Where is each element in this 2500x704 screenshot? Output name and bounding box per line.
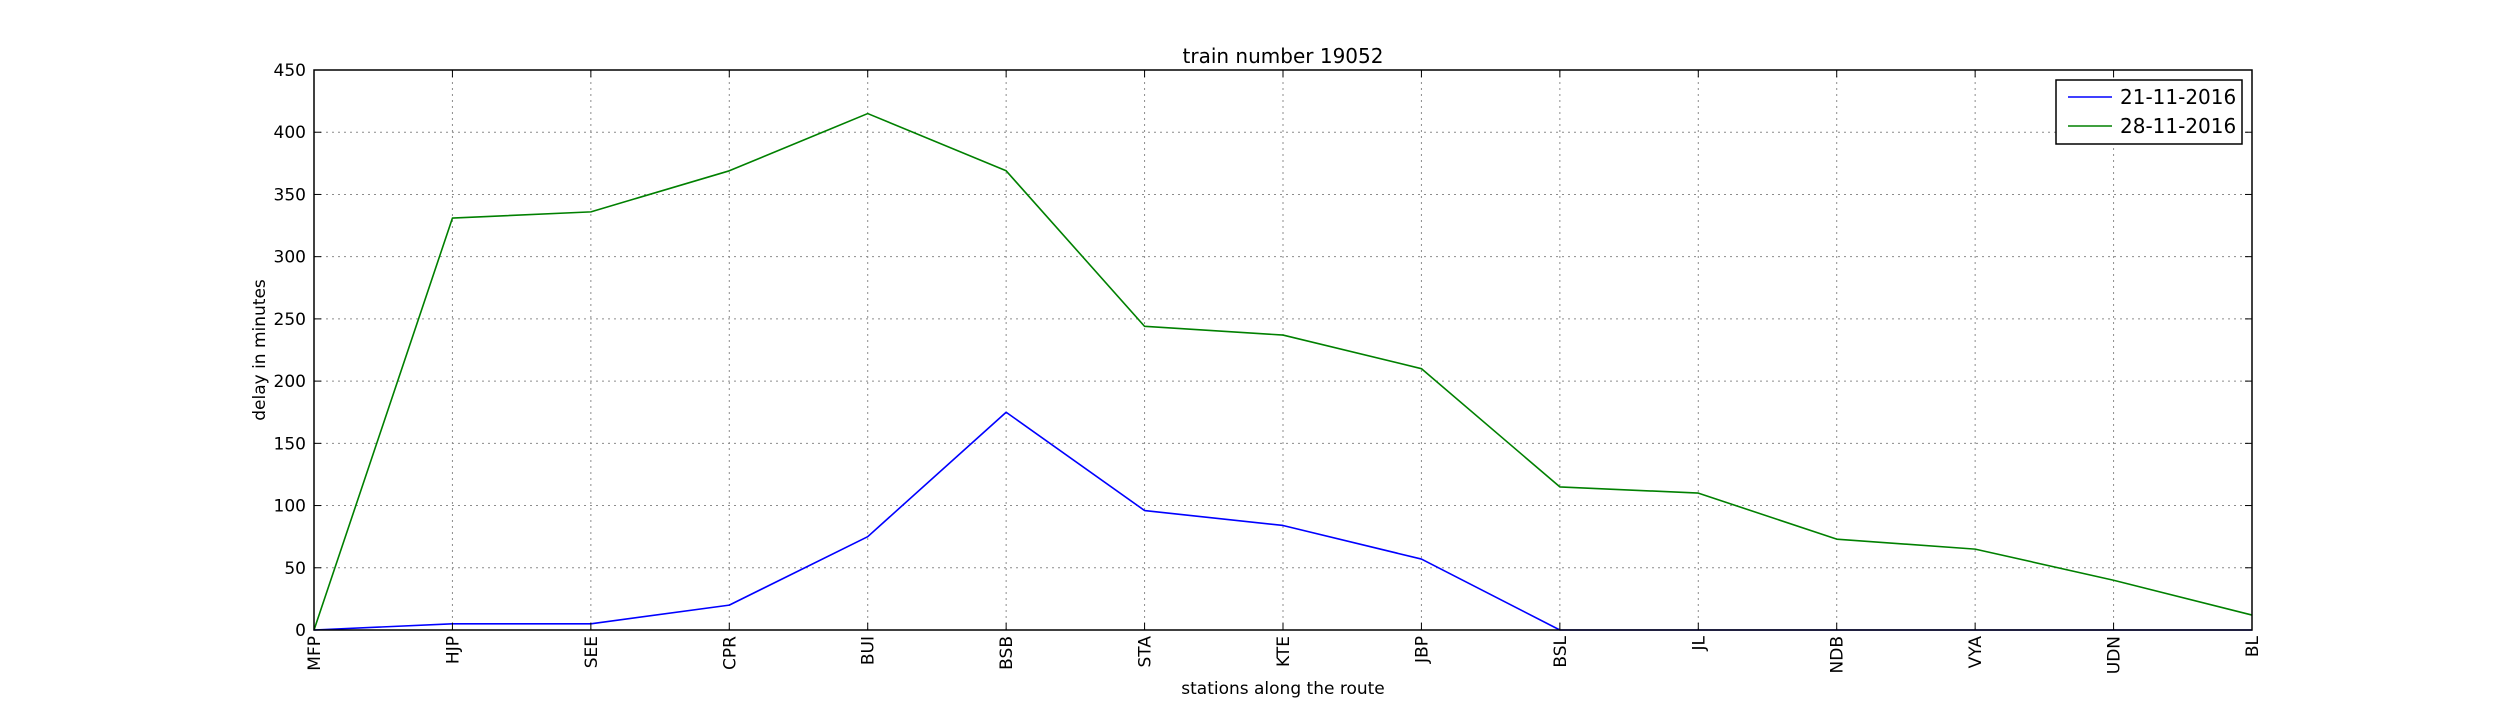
y-tick-label: 250 xyxy=(274,310,306,330)
ticks xyxy=(313,69,2253,631)
x-tick-label: JBP xyxy=(1412,636,1432,664)
y-tick-label: 450 xyxy=(274,61,306,81)
chart-title: train number 19052 xyxy=(1183,44,1384,68)
y-axis-label: delay in minutes xyxy=(250,279,270,421)
x-tick-label: VYA xyxy=(1966,636,1986,669)
y-tick-label: 0 xyxy=(295,621,306,641)
x-tick-label: BL xyxy=(2243,635,2263,657)
x-tick-label: JL xyxy=(1689,635,1709,651)
y-tick-label: 350 xyxy=(274,185,306,205)
x-axis-label: stations along the route xyxy=(1181,679,1385,699)
x-tick-label: STA xyxy=(1136,636,1156,668)
y-tick-label: 50 xyxy=(284,559,306,579)
y-tick-label: 150 xyxy=(274,434,306,454)
x-tick-label: HJP xyxy=(443,636,463,664)
x-tick-label: BUI xyxy=(859,636,879,665)
grid xyxy=(314,70,2252,630)
x-tick-label: NDB xyxy=(1828,636,1848,673)
x-tick-label: UDN xyxy=(2105,636,2125,674)
y-tick-label: 300 xyxy=(274,248,306,268)
y-tick-label: 100 xyxy=(274,497,306,517)
x-tick-label: BSB xyxy=(997,636,1017,670)
x-tick-label: MFP xyxy=(305,636,325,671)
legend: 21-11-2016 28-11-2016 xyxy=(2055,79,2243,145)
series-line-28-11-2016 xyxy=(313,112,2253,631)
y-tick-label: 400 xyxy=(274,123,306,143)
legend-box xyxy=(2055,79,2243,145)
x-tick-label: KTE xyxy=(1274,636,1294,667)
x-tick-label: CPR xyxy=(720,636,740,670)
legend-label-28-11-2016: 28-11-2016 xyxy=(2120,114,2236,138)
legend-label-21-11-2016: 21-11-2016 xyxy=(2120,85,2236,109)
x-tick-label: BSL xyxy=(1551,635,1571,667)
tick-labels: MFP HJP SEE CPR BUI BSB STA KTE JBP BSL JL NDB VYA UD… xyxy=(274,61,2263,674)
y-tick-label: 200 xyxy=(274,372,306,392)
x-tick-label: SEE xyxy=(582,636,602,668)
